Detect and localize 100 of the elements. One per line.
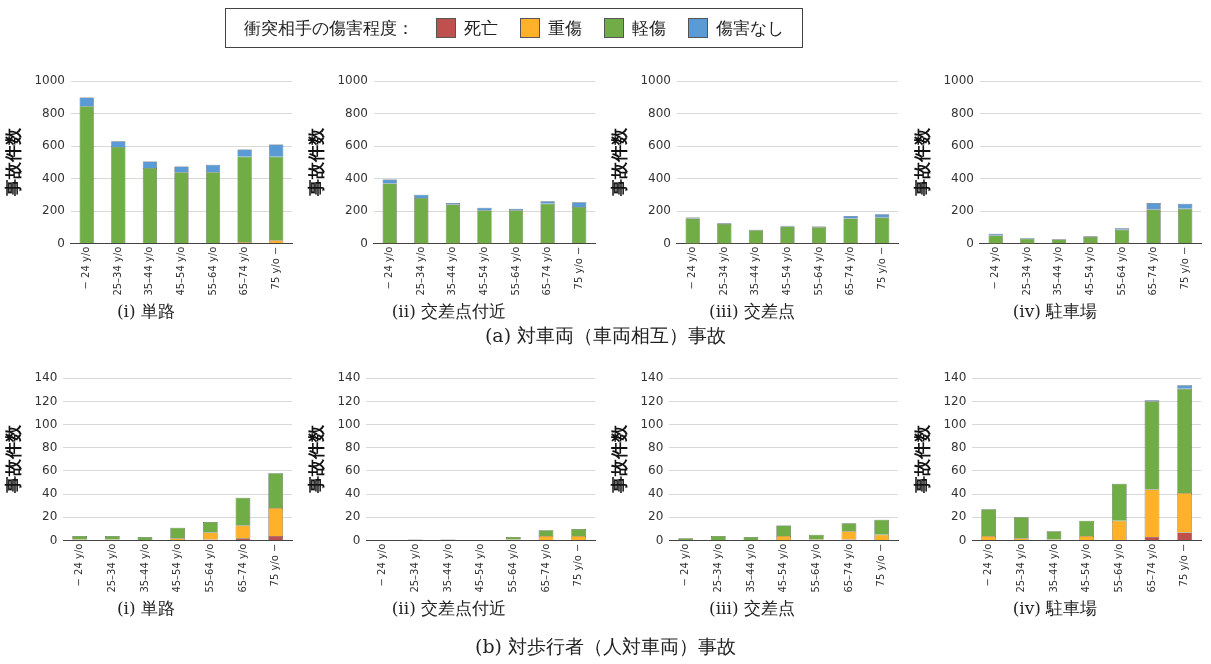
y-tick-label: 60 (951, 463, 967, 478)
x-tick-label: 65–74 y/o (844, 246, 856, 296)
x-tick-label: − 24 y/o (80, 246, 92, 290)
y-tick-label: 200 (345, 203, 368, 218)
y-axis-title: 事故件数 (608, 127, 629, 198)
y-tick-label: 1000 (640, 73, 671, 88)
x-tick-label: 55–64 y/o (509, 246, 521, 296)
y-tick-label: 800 (648, 105, 671, 120)
x-tick-label: 25–34 y/o (711, 543, 723, 593)
x-tick-label: 35–44 y/o (1047, 543, 1059, 593)
y-tick-label: 20 (951, 509, 967, 524)
y-tick-label: 0 (352, 532, 361, 547)
y-tick-label: 20 (345, 509, 361, 524)
y-axis-title: 事故件数 (911, 424, 932, 495)
text: (iv) 駐車場 (1012, 301, 1098, 322)
y-tick-label: 80 (951, 439, 967, 454)
text: (ii) 交差点付近 (391, 598, 507, 619)
x-tick-label: 55–64 y/o (812, 246, 824, 296)
y-tick-label: 0 (663, 235, 671, 250)
y-tick-label: 1000 (337, 73, 368, 88)
y-tick-label: 60 (648, 463, 664, 478)
text: (iii) 交差点 (709, 598, 795, 619)
x-tick-label: 25–34 y/o (408, 543, 420, 593)
x-tick-label: 55–64 y/o (203, 543, 215, 593)
y-tick-label: 60 (345, 463, 361, 478)
y-tick-label: 0 (966, 235, 974, 250)
y-tick-label: 80 (345, 439, 361, 454)
x-tick-label: 45–54 y/o (171, 543, 183, 593)
x-tick-label: 65–74 y/o (539, 543, 551, 593)
x-tick-label: 55–64 y/o (506, 543, 518, 593)
x-tick-label: − 24 y/o (989, 246, 1001, 290)
y-tick-label: 800 (345, 105, 368, 120)
y-tick-label: 140 (943, 370, 967, 385)
x-tick-label: 75 y/o − (572, 543, 584, 587)
x-tick-label: 65–74 y/o (238, 246, 250, 296)
x-tick-label: 35–44 y/o (138, 543, 150, 593)
y-tick-label: 400 (951, 170, 974, 185)
y-tick-label: 200 (42, 203, 65, 218)
y-axis-title: 事故件数 (608, 424, 629, 495)
x-tick-label: − 24 y/o (376, 543, 388, 587)
x-tick-label: − 24 y/o (686, 246, 698, 290)
x-tick-label: − 24 y/o (982, 543, 994, 587)
x-tick-label: 35–44 y/o (441, 543, 453, 593)
x-tick-label: 45–54 y/o (175, 246, 187, 296)
y-tick-label: 100 (34, 416, 58, 431)
x-tick-label: 65–74 y/o (236, 543, 248, 593)
y-tick-label: 200 (648, 203, 671, 218)
y-tick-label: 100 (943, 416, 967, 431)
x-tick-label: 45–54 y/o (777, 543, 789, 593)
legend-label: 死亡 (464, 16, 498, 40)
y-tick-label: 0 (57, 235, 65, 250)
x-tick-label: 45–54 y/o (478, 246, 490, 296)
text: (a) 対車両（車両相互）事故 (483, 323, 728, 348)
x-tick-label: − 24 y/o (679, 543, 691, 587)
legend-label: 軽傷 (632, 16, 666, 40)
text: (ii) 交差点付近 (391, 301, 507, 322)
x-tick-label: 35–44 y/o (1052, 246, 1064, 296)
y-tick-label: 600 (345, 138, 368, 153)
x-tick-label: 65–74 y/o (842, 543, 854, 593)
y-tick-label: 200 (951, 203, 974, 218)
text: (i) 単路 (116, 598, 176, 619)
x-tick-label: 25–34 y/o (1020, 246, 1032, 296)
x-tick-label: 75 y/o − (572, 246, 584, 290)
x-tick-label: 25–34 y/o (717, 246, 729, 296)
x-tick-label: 65–74 y/o (541, 246, 553, 296)
x-tick-label: 25–34 y/o (111, 246, 123, 296)
y-axis-title: 事故件数 (911, 127, 932, 198)
x-tick-label: 55–64 y/o (809, 543, 821, 593)
x-tick-label: 75 y/o − (269, 246, 281, 290)
y-tick-label: 40 (42, 486, 58, 501)
y-tick-label: 100 (640, 416, 664, 431)
y-tick-label: 140 (34, 370, 58, 385)
y-tick-label: 120 (337, 393, 361, 408)
text: (b) 対歩行者（人対車両）事故 (474, 634, 737, 659)
x-tick-label: − 24 y/o (73, 543, 85, 587)
y-axis-title: 事故件数 (2, 127, 23, 198)
y-tick-label: 80 (648, 439, 664, 454)
legend-label: 傷害なし (716, 16, 784, 40)
x-tick-label: 45–54 y/o (781, 246, 793, 296)
y-tick-label: 80 (42, 439, 58, 454)
y-tick-label: 120 (640, 393, 664, 408)
y-tick-label: 20 (648, 509, 664, 524)
y-tick-label: 0 (360, 235, 368, 250)
y-tick-label: 120 (34, 393, 58, 408)
x-tick-label: 45–54 y/o (474, 543, 486, 593)
text: (iv) 駐車場 (1012, 598, 1098, 619)
y-tick-label: 800 (42, 105, 65, 120)
y-tick-label: 400 (42, 170, 65, 185)
x-tick-label: 65–74 y/o (1147, 246, 1159, 296)
y-tick-label: 40 (648, 486, 664, 501)
x-tick-label: 75 y/o − (1178, 246, 1190, 290)
x-tick-label: 55–64 y/o (1115, 246, 1127, 296)
y-tick-label: 0 (655, 532, 664, 547)
x-tick-label: 55–64 y/o (1112, 543, 1124, 593)
y-tick-label: 20 (42, 509, 58, 524)
x-tick-label: − 24 y/o (383, 246, 395, 290)
y-tick-label: 60 (42, 463, 58, 478)
x-tick-label: 35–44 y/o (744, 543, 756, 593)
y-tick-label: 140 (640, 370, 664, 385)
y-tick-label: 120 (943, 393, 967, 408)
